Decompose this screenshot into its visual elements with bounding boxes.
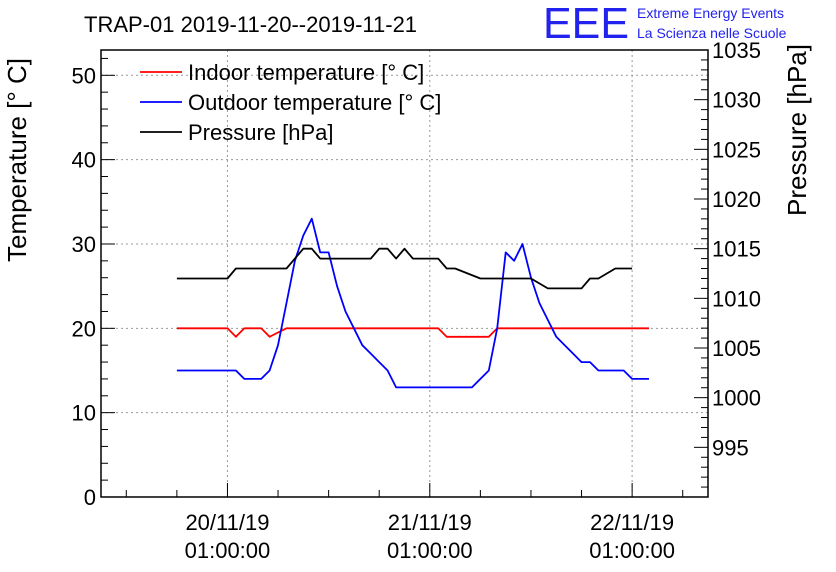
legend-label: Outdoor temperature [° C] xyxy=(188,90,441,115)
y2-tick-label: 1025 xyxy=(712,137,761,162)
y-tick-label: 20 xyxy=(72,316,96,341)
y2-tick-label: 1020 xyxy=(712,187,761,212)
org-name: Extreme Energy Events xyxy=(637,5,784,21)
series-line-1 xyxy=(176,217,649,389)
y2-tick-label: 995 xyxy=(712,435,749,460)
y2-tick-label: 1010 xyxy=(712,286,761,311)
x-tick-date: 20/11/19 xyxy=(185,510,269,535)
y-tick-label: 50 xyxy=(72,63,96,88)
y2-tick-label: 1030 xyxy=(712,88,761,113)
x-tick-time: 01:00:00 xyxy=(589,538,675,563)
org-tagline: La Scienza nelle Scuole xyxy=(637,25,787,41)
chart-title: TRAP-01 2019-11-20--2019-11-21 xyxy=(84,12,417,37)
y-tick-label: 10 xyxy=(72,401,96,426)
eee-logo: EEE xyxy=(543,0,629,48)
x-tick-time: 01:00:00 xyxy=(387,538,473,563)
legend-label: Indoor temperature [° C] xyxy=(188,60,424,85)
y2-tick-label: 1035 xyxy=(712,38,761,63)
x-tick-time: 01:00:00 xyxy=(185,538,271,563)
legend: Indoor temperature [° C] Outdoor temperat… xyxy=(140,60,441,145)
y-tick-label: 30 xyxy=(72,232,96,257)
x-tick-date: 21/11/19 xyxy=(388,510,472,535)
series-line-0 xyxy=(176,327,649,338)
y2-axis-label: Pressure [hPa] xyxy=(782,44,812,216)
y-tick-label: 0 xyxy=(84,485,96,510)
data-series xyxy=(176,217,649,389)
y2-tick-label: 1000 xyxy=(712,386,761,411)
plot-frame xyxy=(100,49,709,498)
y-axis-label: Temperature [° C] xyxy=(2,58,32,262)
axes: 0102030405099510001005101010151020102510… xyxy=(72,38,761,563)
x-tick-date: 22/11/19 xyxy=(590,510,674,535)
series-line-2 xyxy=(176,247,633,290)
legend-label: Pressure [hPa] xyxy=(188,120,334,145)
y2-tick-label: 1015 xyxy=(712,237,761,262)
y-tick-label: 40 xyxy=(72,148,96,173)
y2-tick-label: 1005 xyxy=(712,336,761,361)
